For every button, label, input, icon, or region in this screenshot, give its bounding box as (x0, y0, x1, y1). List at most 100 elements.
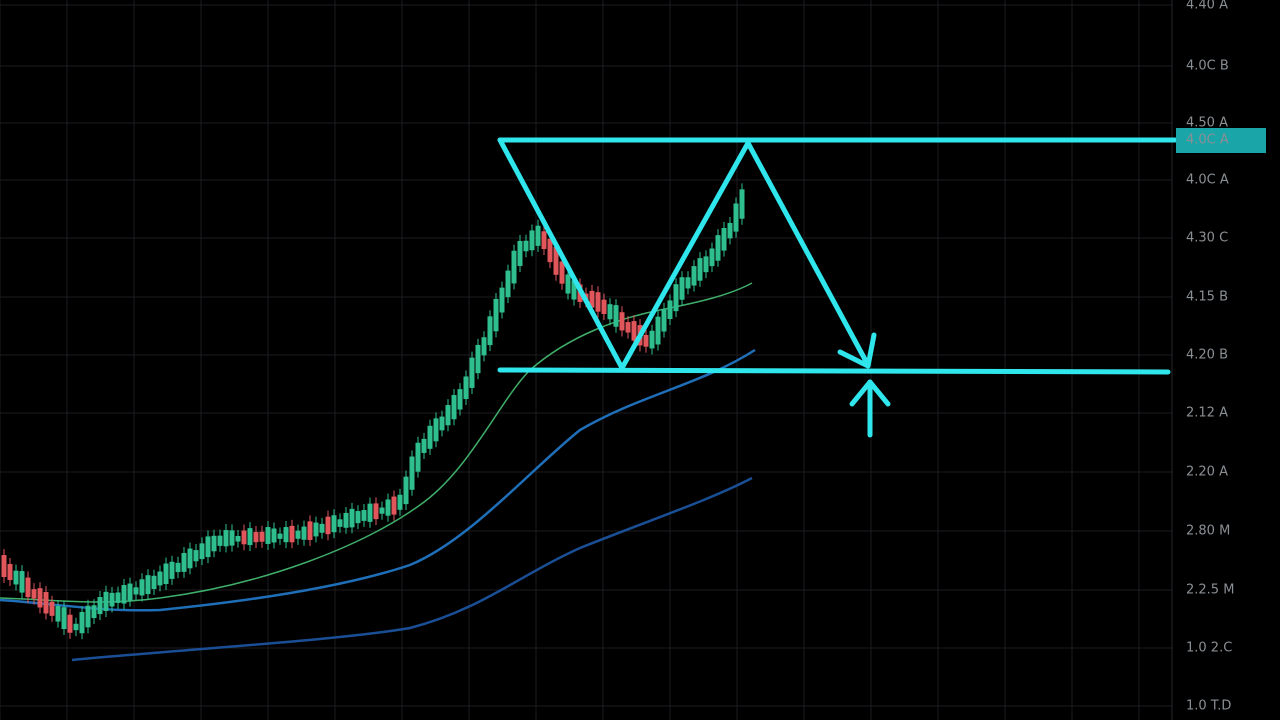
candle-body (553, 247, 559, 275)
price-label: 4.30 C (1186, 231, 1228, 246)
candle-body (157, 571, 163, 586)
arrow-up-head (849, 379, 891, 407)
candle-body (1, 555, 7, 578)
candle-body (391, 496, 397, 515)
candle-body (301, 526, 307, 540)
price-label: 2.12 A (1186, 406, 1228, 421)
candle-body (691, 266, 697, 286)
price-label: 4.0C B (1186, 59, 1229, 74)
candle-body (601, 299, 607, 314)
arrow-down-head (837, 332, 877, 369)
candle-body (649, 330, 655, 349)
candle-body (307, 521, 313, 540)
candle-body (7, 564, 13, 581)
support-line (497, 367, 1171, 375)
candle-body (25, 577, 31, 598)
candles (1, 183, 745, 640)
candle-body (217, 535, 223, 546)
pattern-drawing (497, 137, 1178, 438)
candle-body (385, 499, 391, 516)
candle-body (181, 552, 187, 572)
candle-body (673, 284, 679, 312)
candle-body (19, 571, 25, 593)
candle-body (109, 592, 115, 607)
candle-body (559, 261, 565, 284)
candle-body (505, 270, 511, 298)
candle-body (361, 510, 367, 521)
candle-body (79, 611, 85, 634)
candle-body (283, 527, 289, 543)
candle-body (529, 230, 535, 251)
candle-body (517, 240, 523, 266)
candle-body (679, 277, 685, 300)
candle-body (61, 607, 67, 630)
candle-body (469, 357, 475, 388)
candle-body (523, 240, 529, 252)
candle-body (457, 389, 463, 410)
candle-body (535, 225, 541, 246)
candle-body (697, 258, 703, 281)
candle-body (625, 322, 631, 333)
candle-body (355, 511, 361, 524)
candle-body (295, 530, 301, 539)
price-label: 2.80 M (1186, 524, 1230, 539)
candle-body (703, 256, 709, 273)
price-label: 4.50 A (1186, 116, 1228, 131)
candle-body (289, 525, 295, 543)
candle-body (133, 587, 139, 595)
candle-body (403, 476, 409, 505)
candle-body (175, 562, 181, 573)
candle-body (265, 527, 271, 544)
candle-body (655, 316, 661, 345)
candle-body (331, 515, 337, 533)
candle-body (421, 438, 427, 453)
candle-body (337, 519, 343, 527)
candle-body (67, 614, 73, 633)
price-label: 4.20 B (1186, 348, 1228, 363)
candle-body (487, 316, 493, 346)
candle-body (193, 550, 199, 562)
candle-body (721, 228, 727, 251)
candle-body (595, 292, 601, 312)
price-label: 1.0 T.D (1186, 699, 1231, 714)
candle-body (463, 376, 469, 400)
candle-body (253, 531, 259, 543)
ma-slow (71, 476, 753, 662)
price-label: 4.0C A (1186, 133, 1229, 148)
candle-body (475, 344, 481, 374)
candle-body (667, 300, 673, 320)
candle-body (373, 503, 379, 520)
candle-body (499, 287, 505, 313)
candle-body (205, 536, 211, 558)
candle-body (733, 203, 739, 232)
price-axis: 4.40 Å 4.0C B 4.50 A 4.0C A 4.0C A 4.30 C 4.15… (1186, 0, 1234, 714)
candle-body (397, 494, 403, 510)
price-label: 2.2.5 M (1186, 583, 1234, 598)
candle-body (631, 321, 637, 341)
candle-body (73, 623, 79, 631)
candle-body (367, 503, 373, 522)
candle-body (169, 561, 175, 579)
candle-body (49, 601, 55, 616)
ma-mid (0, 348, 756, 612)
candle-body (187, 548, 193, 569)
candle-body (211, 535, 217, 552)
candle-body (223, 530, 229, 547)
candle-body (103, 591, 109, 611)
candle-body (409, 456, 415, 490)
candle-body (433, 418, 439, 442)
candle-body (229, 530, 235, 546)
candle-body (85, 605, 91, 628)
candle-body (37, 588, 43, 608)
candle-body (427, 425, 433, 449)
candle-body (241, 530, 247, 545)
candle-body (709, 248, 715, 267)
candle-body (445, 405, 451, 426)
candle-body (589, 290, 595, 308)
candle-body (379, 507, 385, 514)
price-label: 4.0C A (1186, 173, 1229, 188)
candle-body (349, 508, 355, 528)
candle-body (139, 579, 145, 596)
candle-body (319, 523, 325, 533)
